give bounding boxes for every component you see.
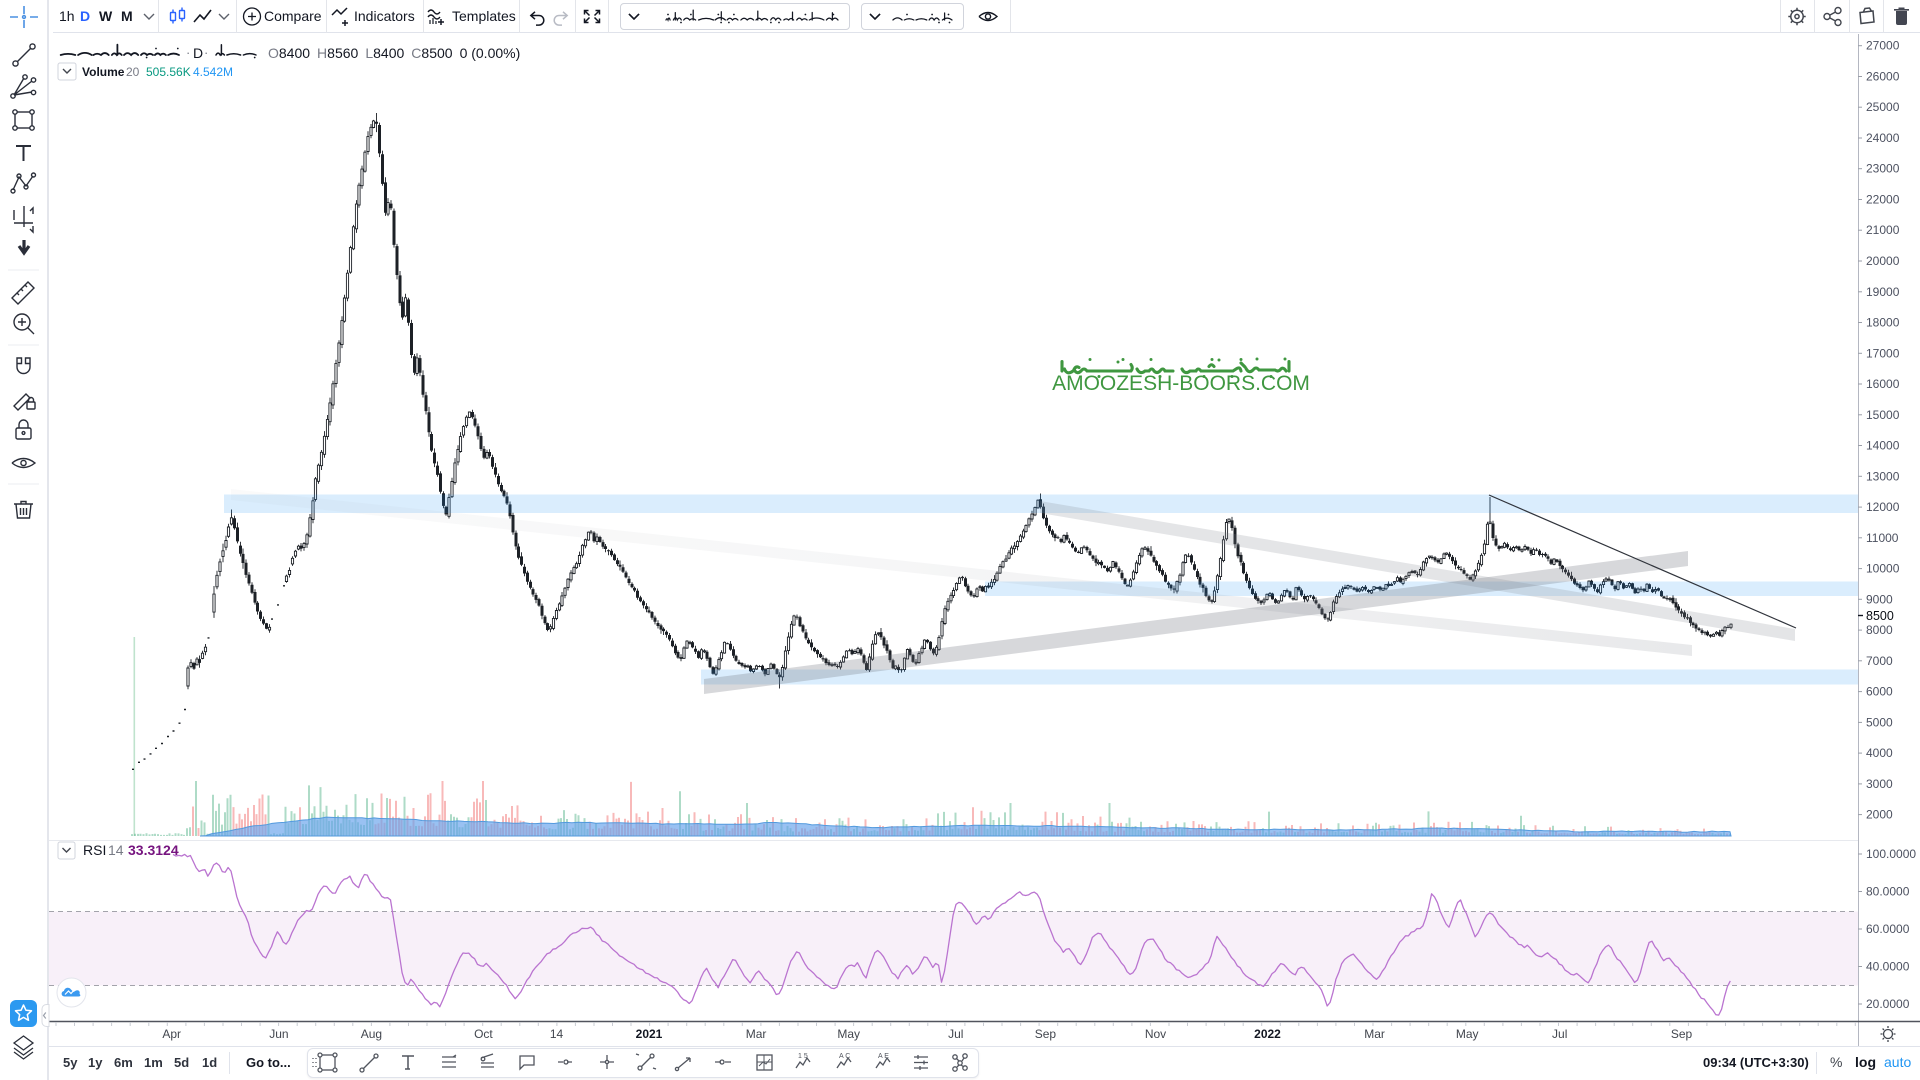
svg-text:Mar: Mar (1364, 1027, 1385, 1041)
svg-text:8000: 8000 (1866, 623, 1893, 637)
svg-text:8500: 8500 (1866, 609, 1894, 623)
svg-text:40.0000: 40.0000 (1866, 960, 1910, 974)
svg-text:2021: 2021 (636, 1027, 663, 1041)
svg-text:6000: 6000 (1866, 685, 1893, 699)
svg-text:22000: 22000 (1866, 193, 1900, 207)
svg-text:3000: 3000 (1866, 777, 1893, 791)
svg-text:Sep: Sep (1035, 1027, 1057, 1041)
svg-text:Jun: Jun (269, 1027, 288, 1041)
svg-text:14000: 14000 (1866, 439, 1900, 453)
svg-text:D: D (193, 45, 203, 61)
svg-text:May: May (837, 1027, 860, 1041)
svg-text:Nov: Nov (1145, 1027, 1166, 1041)
svg-text:16000: 16000 (1866, 377, 1900, 391)
svg-text:5000: 5000 (1866, 715, 1893, 729)
svg-text:4.542M: 4.542M (193, 65, 233, 79)
svg-text:10000: 10000 (1866, 562, 1900, 576)
svg-text:21000: 21000 (1866, 223, 1900, 237)
svg-text:1 5: 1 5 (798, 1053, 808, 1060)
svg-text:18000: 18000 (1866, 316, 1900, 330)
svg-text:60.0000: 60.0000 (1866, 922, 1910, 936)
svg-text:12000: 12000 (1866, 500, 1900, 514)
svg-text:May: May (1456, 1027, 1479, 1041)
svg-text:Oct: Oct (474, 1027, 493, 1041)
svg-text:33.3124: 33.3124 (128, 842, 179, 858)
svg-text:20.0000: 20.0000 (1866, 997, 1910, 1011)
svg-text:2022: 2022 (1254, 1027, 1281, 1041)
svg-text:AMOOZESH-BOORS.COM: AMOOZESH-BOORS.COM (1052, 372, 1310, 395)
svg-text:27000: 27000 (1866, 39, 1900, 53)
svg-text:Mar: Mar (746, 1027, 767, 1041)
svg-text:Sep: Sep (1671, 1027, 1693, 1041)
svg-text:2000: 2000 (1866, 808, 1893, 822)
svg-text:19000: 19000 (1866, 285, 1900, 299)
svg-text:·: · (204, 45, 208, 60)
svg-text:80.0000: 80.0000 (1866, 885, 1910, 899)
svg-text:11000: 11000 (1866, 531, 1899, 545)
svg-text:23000: 23000 (1866, 162, 1900, 176)
svg-text:Jul: Jul (1552, 1027, 1567, 1041)
svg-text:13000: 13000 (1866, 469, 1900, 483)
svg-text:·: · (186, 45, 190, 60)
svg-text:20000: 20000 (1866, 254, 1900, 268)
svg-text:505.56K: 505.56K (146, 65, 191, 79)
svg-text:15000: 15000 (1866, 408, 1900, 422)
svg-text:9000: 9000 (1866, 592, 1893, 606)
svg-text:Apr: Apr (162, 1027, 181, 1041)
svg-text:RSI: RSI (83, 842, 106, 858)
svg-text:Volume: Volume (82, 65, 125, 79)
svg-text:14: 14 (550, 1027, 564, 1041)
svg-text:26000: 26000 (1866, 70, 1900, 84)
svg-text:Aug: Aug (361, 1027, 382, 1041)
svg-text:17000: 17000 (1866, 346, 1900, 360)
svg-text:A E: A E (878, 1053, 889, 1060)
svg-text:24000: 24000 (1866, 131, 1900, 145)
svg-text:100.0000: 100.0000 (1866, 847, 1916, 861)
svg-text:7000: 7000 (1866, 654, 1893, 668)
svg-text:Jul: Jul (948, 1027, 963, 1041)
svg-text:14: 14 (108, 842, 124, 858)
svg-text:20: 20 (126, 65, 140, 79)
svg-text:A C: A C (839, 1053, 850, 1060)
svg-text:4000: 4000 (1866, 746, 1893, 760)
svg-text:25000: 25000 (1866, 100, 1900, 114)
